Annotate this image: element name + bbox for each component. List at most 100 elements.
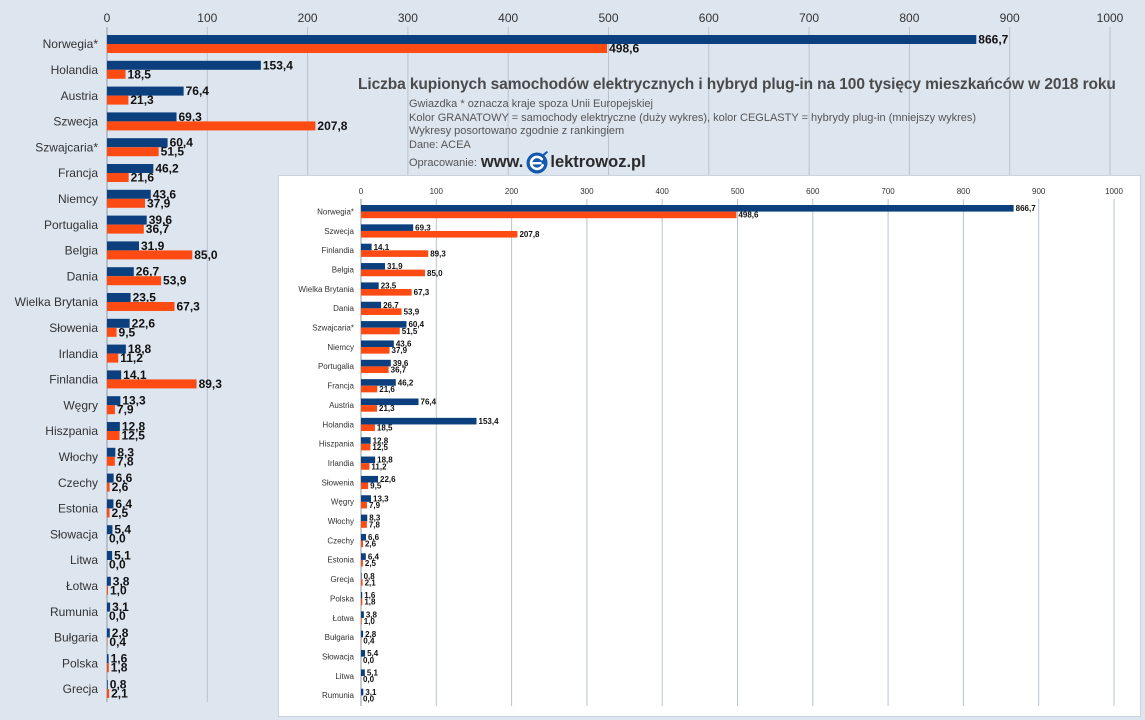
inset-value-label-electric: 866,7 [1016, 204, 1037, 213]
inset-bar-plugin [361, 211, 737, 219]
inset-bar-plugin [361, 308, 402, 315]
main-value-label-electric: 14,1 [123, 368, 147, 382]
main-bar-plugin [107, 198, 146, 208]
main-bar-electric [107, 602, 111, 612]
inset-bar-plugin [361, 559, 363, 567]
main-bar-electric [107, 396, 121, 406]
inset-value-label-plugin: 89,3 [430, 249, 446, 258]
main-bar-electric [107, 422, 120, 431]
main-bar-electric [107, 267, 134, 277]
inset-bar-plugin [361, 540, 363, 548]
main-bar-plugin [107, 250, 193, 260]
inset-category-label: Włochy [328, 517, 354, 526]
elektrowoz-logo: www. lektrowoz.pl [481, 151, 646, 174]
inset-value-label-electric: 5,1 [367, 669, 379, 678]
main-bar-plugin [107, 456, 115, 466]
inset-value-label-electric: 0,8 [364, 572, 376, 581]
main-bar-electric [107, 60, 261, 70]
inset-value-label-plugin: 18,5 [377, 424, 393, 433]
inset-bar-plugin [361, 230, 518, 238]
inset-category-label: Hiszpania [319, 440, 355, 449]
main-category-label: Portugalia [44, 218, 98, 232]
inset-value-label-electric: 2,8 [365, 630, 377, 639]
main-value-label-electric: 3,8 [113, 574, 130, 588]
inset-value-label-plugin: 21,6 [379, 385, 395, 394]
main-value-label-electric: 1,6 [111, 652, 128, 666]
logo-prefix: www. [480, 153, 524, 171]
main-value-label-electric: 6,4 [115, 497, 132, 511]
main-category-label: Austria [61, 89, 99, 103]
main-category-label: Dania [67, 269, 99, 283]
main-value-label-plugin: 9,5 [119, 325, 136, 339]
inset-bar-plugin [361, 482, 369, 490]
main-x-tick-label: 800 [899, 11, 919, 25]
main-bar-electric [107, 344, 126, 354]
inset-bar-plugin [361, 501, 367, 509]
main-bar-plugin [107, 482, 110, 492]
inset-bar-electric [361, 340, 394, 348]
main-bar-plugin [107, 508, 110, 518]
main-value-label-electric: 866,7 [978, 33, 1008, 47]
main-category-label: Hiszpania [45, 424, 98, 438]
main-bar-plugin [107, 379, 197, 389]
inset-value-label-plugin: 2,1 [365, 578, 377, 587]
main-bar-plugin [107, 69, 126, 79]
inset-value-label-plugin: 37,9 [392, 346, 408, 355]
inset-x-tick-label: 700 [881, 187, 895, 196]
main-bar-plugin [107, 663, 109, 673]
inset-value-label-plugin: 51,5 [402, 327, 418, 336]
main-value-label-plugin: 1,0 [110, 583, 127, 597]
inset-value-label-plugin: 0,0 [363, 694, 375, 703]
inset-bar-plugin [361, 463, 370, 470]
main-bar-electric [107, 215, 147, 225]
main-category-label: Francja [58, 166, 98, 180]
main-category-label: Słowacja [50, 527, 98, 541]
inset-bar-electric [361, 224, 414, 231]
main-category-label: Polska [62, 656, 98, 670]
main-x-tick-label: 600 [699, 11, 719, 25]
main-category-label: Grecja [63, 682, 99, 696]
main-x-tick-label: 300 [398, 11, 418, 25]
inset-x-tick-label: 0 [359, 187, 364, 196]
inset-value-label-electric: 1,6 [364, 591, 376, 600]
main-category-label: Łotwa [66, 579, 98, 593]
main-value-label-plugin: 207,8 [317, 119, 347, 133]
inset-chart-panel: 0 100 200 300 400 500 600 700 800 900 1000 Norwegia… [279, 176, 1140, 716]
inset-category-label: Czechy [327, 536, 354, 545]
inset-category-label: Węgry [331, 498, 354, 507]
main-value-label-plugin: 2,6 [112, 480, 129, 494]
main-value-label-plugin: 36,7 [146, 222, 170, 236]
inset-x-tick-label: 100 [430, 187, 444, 196]
main-value-label-plugin: 7,9 [117, 403, 134, 417]
inset-bar-electric [361, 630, 364, 638]
inset-x-tick-label: 900 [1032, 187, 1046, 196]
main-value-label-electric: 22,6 [132, 316, 156, 330]
main-category-label: Włochy [59, 450, 98, 464]
main-x-tick-label: 100 [197, 11, 217, 25]
main-bar-electric [107, 370, 122, 380]
main-value-label-electric: 6,6 [116, 471, 133, 485]
inset-x-tick-label: 1000 [1105, 187, 1123, 196]
inset-bar-plugin [361, 598, 363, 606]
inset-bar-electric [361, 301, 382, 309]
inset-bar-electric [361, 417, 477, 425]
inset-bar-electric [361, 398, 419, 406]
main-bar-plugin [107, 689, 110, 698]
inset-value-label-plugin: 7,8 [369, 520, 381, 529]
main-category-label: Czechy [58, 476, 98, 490]
main-value-label-plugin: 0,0 [109, 558, 126, 572]
inset-category-label: Austria [329, 401, 354, 410]
inset-value-label-electric: 153,4 [479, 417, 500, 426]
main-bar-plugin [107, 147, 159, 157]
main-value-label-electric: 46,2 [155, 162, 179, 176]
inset-bar-plugin [361, 366, 389, 373]
main-x-tick-label: 200 [298, 11, 318, 25]
inset-value-label-electric: 18,8 [377, 456, 393, 465]
inset-value-label-plugin: 2,6 [365, 540, 377, 549]
main-bar-electric [107, 138, 168, 148]
main-category-label: Irlandia [59, 347, 99, 361]
main-value-label-plugin: 67,3 [177, 300, 201, 314]
inset-value-label-electric: 43,6 [396, 340, 412, 349]
main-value-label-plugin: 0,4 [109, 635, 126, 649]
main-bar-electric [107, 576, 111, 586]
